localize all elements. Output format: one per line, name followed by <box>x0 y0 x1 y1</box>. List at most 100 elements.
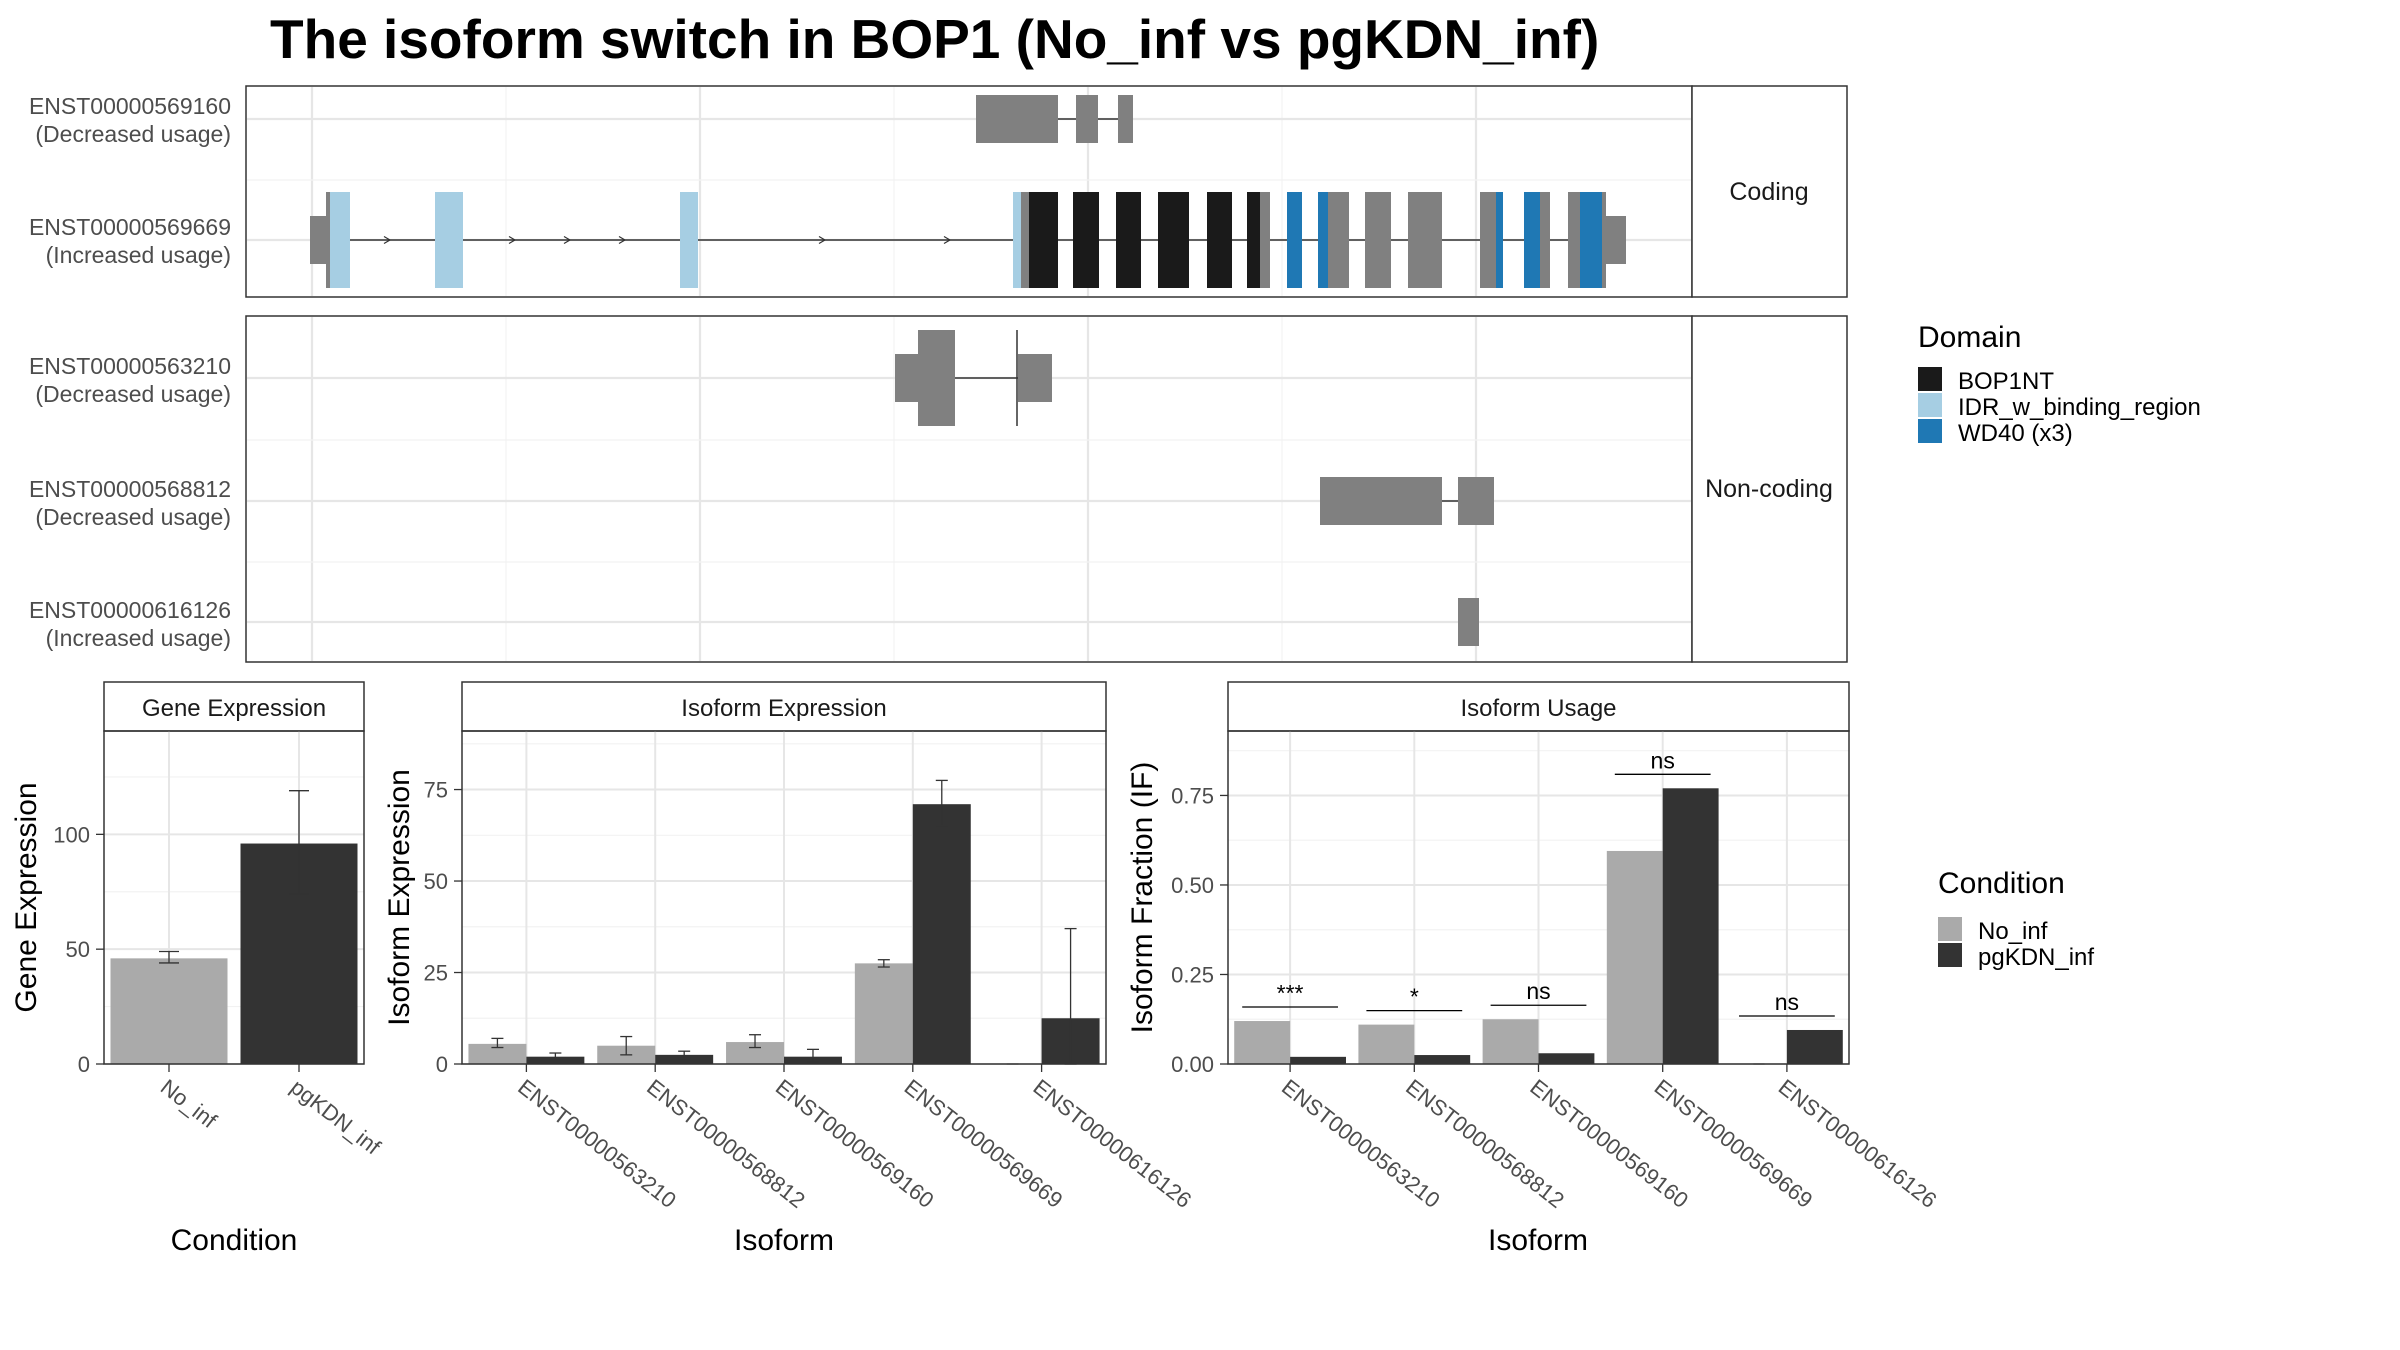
bar <box>1538 1053 1595 1064</box>
panel-strip-title: Isoform Expression <box>681 695 886 722</box>
legend-key <box>1918 393 1942 417</box>
exon-block <box>435 192 463 288</box>
exon-block <box>1524 192 1540 288</box>
transcript-id-label: ENST00000563210 <box>29 353 231 379</box>
exon-block <box>1540 192 1550 288</box>
exon-block <box>1328 192 1349 288</box>
exon-block <box>1496 192 1503 288</box>
bar <box>1606 850 1663 1064</box>
transcript-usage-label: (Increased usage) <box>46 625 231 651</box>
structure-panel-noncoding: Non-coding <box>245 315 1848 663</box>
exon-block <box>1018 354 1052 402</box>
panel-strip-title: Gene Expression <box>142 695 326 722</box>
legend-key <box>1938 943 1962 967</box>
panel-border <box>245 315 1693 663</box>
y-tick-label: 25 <box>424 961 448 986</box>
x-tick-label: No_inf <box>156 1074 222 1133</box>
exon-block <box>1207 192 1232 288</box>
condition-legend: Condition No_inf pgKDN_inf <box>1938 867 2094 971</box>
y-tick-label: 50 <box>66 937 90 962</box>
exon-block <box>330 192 350 288</box>
facet-strip <box>1691 315 1848 663</box>
intron-arrow <box>618 235 627 245</box>
bar <box>854 963 913 1064</box>
transcript-id-label: ENST00000616126 <box>29 597 231 623</box>
intron-arrow <box>563 235 572 245</box>
panel-strip <box>461 681 1107 732</box>
exon-block <box>976 95 1058 143</box>
y-axis-title: Isoform Fraction (IF) <box>1126 762 1159 1034</box>
transcript-usage-label: (Decreased usage) <box>35 121 231 147</box>
intron-arrow <box>383 235 392 245</box>
transcript-id-label: ENST00000568812 <box>29 476 231 502</box>
exon-block <box>1606 216 1626 264</box>
y-tick-label: 100 <box>53 822 90 847</box>
significance-label: ns <box>1526 978 1550 1004</box>
facet-strip <box>1691 85 1848 298</box>
exon-block <box>1458 477 1494 525</box>
exon-block <box>1021 192 1029 288</box>
transcript-id-label: ENST00000569160 <box>29 93 231 119</box>
y-tick-label: 0.75 <box>1171 783 1214 808</box>
bar <box>110 958 228 1064</box>
panel-border <box>245 85 1693 298</box>
bar <box>1662 788 1719 1064</box>
transcript-id-label: ENST00000569669 <box>29 214 231 240</box>
exon-block <box>1480 192 1496 288</box>
exon-block <box>326 192 330 288</box>
intron-arrow <box>943 235 952 245</box>
exon-block <box>680 192 698 288</box>
figure-title: The isoform switch in BOP1 (No_inf vs pg… <box>270 8 1599 70</box>
exon-block <box>1116 192 1141 288</box>
legend-label: BOP1NT <box>1958 368 2054 395</box>
legend-key <box>1938 917 1962 941</box>
exon-block <box>1287 192 1302 288</box>
bar <box>1414 1055 1471 1064</box>
transcript-usage-label: (Decreased usage) <box>35 504 231 530</box>
facet-label-noncoding: Non-coding <box>1705 475 1833 503</box>
y-axis-title: Gene Expression <box>10 782 43 1012</box>
bar <box>468 1043 527 1064</box>
panel-strip <box>103 681 365 732</box>
exon-block <box>1568 192 1580 288</box>
exon-block <box>1318 192 1328 288</box>
bar <box>655 1054 714 1064</box>
significance-label: * <box>1410 984 1419 1010</box>
y-tick-label: 50 <box>424 869 448 894</box>
legend-label: IDR_w_binding_region <box>1958 394 2201 421</box>
significance-label: ns <box>1651 747 1675 773</box>
exon-block <box>918 330 955 426</box>
exon-block <box>1458 598 1479 646</box>
bar <box>726 1042 784 1064</box>
y-tick-label: 0 <box>436 1052 448 1077</box>
bar-charts: Gene Expression 0 50 100 No_inf pgKDN_inf Gene… <box>10 681 1942 1257</box>
exon-tracks <box>310 95 1626 646</box>
bar <box>1358 1024 1415 1064</box>
exon-block <box>310 216 326 264</box>
y-tick-label: 0.50 <box>1171 873 1214 898</box>
bar <box>912 804 971 1064</box>
exon-block <box>1013 192 1021 288</box>
chart-panel: Isoform Usage*** * nsnsns0.000.250.500.75E… <box>1126 681 1942 1257</box>
chart-panel: Gene Expression 0 50 100 No_inf pgKDN_inf Gene… <box>10 681 386 1257</box>
legend-label: No_inf <box>1978 918 2048 945</box>
significance-label: ns <box>1775 989 1799 1015</box>
exon-block <box>1029 192 1058 288</box>
exon-block <box>1365 192 1391 288</box>
exon-block <box>1158 192 1189 288</box>
chart-panel: Isoform Expression0255075ENST00000563210… <box>383 681 1196 1257</box>
legend-label: WD40 (x3) <box>1958 420 2073 447</box>
domain-legend: Domain BOP1NT IDR_w_binding_region WD40 … <box>1918 321 2201 447</box>
exon-block <box>1320 477 1442 525</box>
legend-key <box>1918 419 1942 443</box>
intron-arrow <box>818 235 827 245</box>
panel-strip <box>1227 681 1850 732</box>
y-tick-label: 0 <box>78 1052 90 1077</box>
exon-block <box>1602 192 1606 288</box>
x-axis-title: Isoform <box>1488 1224 1588 1257</box>
exon-block <box>1408 192 1442 288</box>
y-tick-label: 75 <box>424 778 448 803</box>
legend-key <box>1918 367 1942 391</box>
bar <box>1290 1056 1346 1064</box>
